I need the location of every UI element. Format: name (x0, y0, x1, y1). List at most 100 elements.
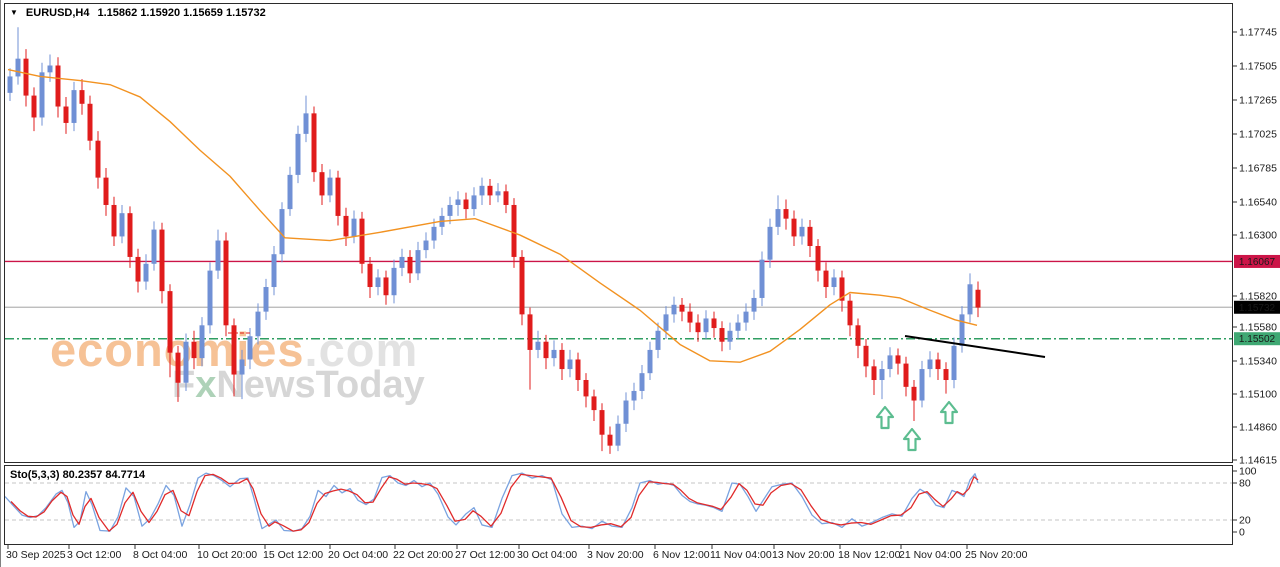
bull-candle (263, 287, 269, 312)
bear-candle (79, 90, 85, 104)
bull-candle (919, 369, 925, 401)
bull-candle (271, 254, 277, 288)
bear-candle (487, 185, 493, 196)
bull-candle (247, 336, 253, 360)
chart-title: ▼ EURUSD,H4 1.15862 1.15920 1.15659 1.15… (10, 7, 266, 19)
stoch-axis-label: 20 (1239, 515, 1251, 527)
price-axis-label: 1.16300 (1239, 230, 1277, 242)
time-axis-label: 3 Oct 12:00 (67, 549, 121, 561)
bull-candle (879, 369, 885, 381)
price-axis-label: 1.16785 (1239, 163, 1277, 175)
bull-candle (767, 226, 773, 260)
bear-candle (167, 291, 173, 353)
bull-candle (151, 229, 157, 264)
bull-candle (751, 297, 757, 312)
bull-candle (391, 267, 397, 296)
stochastic-pane[interactable] (5, 472, 1232, 532)
bear-candle (383, 277, 389, 296)
current-price-line-badge-text: 1.15732 (1239, 303, 1276, 314)
bear-candle (191, 341, 197, 359)
bull-candle (239, 359, 245, 375)
bear-candle (783, 209, 789, 219)
bear-candle (319, 172, 325, 196)
bear-candle (895, 355, 901, 364)
bull-candle (967, 284, 973, 315)
bull-candle (143, 263, 149, 282)
price-axis-label: 1.17505 (1239, 61, 1277, 73)
ma-line[interactable] (7, 68, 978, 363)
price-axis-label: 1.15100 (1239, 389, 1277, 401)
stoch-k-line (5, 472, 979, 532)
bear-candle (975, 289, 981, 308)
chart-ohlc-values: 1.15862 1.15920 1.15659 1.15732 (97, 7, 266, 19)
bull-candle (959, 314, 965, 346)
bear-candle (519, 256, 525, 315)
bear-candle (159, 229, 165, 292)
bull-candle (471, 195, 477, 210)
price-axis-label: 1.16540 (1239, 197, 1277, 209)
bull-candle (39, 72, 45, 118)
bull-candle (375, 277, 381, 288)
bull-candle (207, 270, 213, 326)
stoch-axis-label: 0 (1239, 527, 1245, 539)
price-axis-label: 1.15340 (1239, 356, 1277, 368)
price-axis-label: 1.14860 (1239, 422, 1277, 434)
time-axis-label: 13 Nov 20:00 (772, 549, 835, 561)
bull-candle (887, 355, 893, 370)
bull-candle (279, 209, 285, 255)
descending-trendline[interactable] (904, 335, 1046, 358)
bear-candle (527, 314, 533, 350)
bear-candle (711, 318, 717, 329)
up-arrow[interactable] (902, 427, 922, 452)
bear-candle (575, 359, 581, 381)
bull-candle (799, 226, 805, 237)
stoch-axis-label: 100 (1239, 466, 1257, 478)
bull-candle (71, 90, 77, 123)
indicator-pane-border (4, 465, 1233, 545)
bull-candle (399, 256, 405, 268)
bull-candle (671, 304, 677, 315)
bear-candle (407, 256, 413, 274)
chart-dropdown-icon[interactable]: ▼ (10, 8, 18, 17)
bear-candle (695, 322, 701, 333)
bear-candle (911, 386, 917, 401)
bear-candle (343, 215, 349, 237)
main-pane-border (4, 3, 1233, 463)
bull-candle (199, 325, 205, 359)
bull-candle (735, 322, 741, 331)
bear-candle (687, 311, 693, 323)
bull-candle (639, 373, 645, 391)
bull-candle (663, 314, 669, 331)
bear-candle (367, 263, 373, 288)
time-axis-label: 11 Nov 04:00 (710, 549, 772, 561)
bear-candle (503, 191, 509, 205)
support-line-badge (1234, 332, 1280, 346)
time-axis-label: 30 Sep 2025 (6, 549, 66, 561)
bear-candle (63, 106, 69, 123)
time-axis-label: 10 Oct 20:00 (197, 549, 257, 561)
bull-candle (727, 330, 733, 342)
time-axis-label: 3 Nov 20:00 (587, 549, 644, 561)
up-arrow[interactable] (875, 405, 895, 430)
bull-candle (415, 250, 421, 274)
bear-candle (943, 369, 949, 381)
candles-layer (7, 27, 981, 454)
bull-candle (7, 76, 13, 93)
bull-candle (567, 359, 573, 370)
bear-candle (463, 199, 469, 210)
bear-candle (31, 95, 37, 118)
up-arrow[interactable] (939, 400, 959, 425)
bear-candle (871, 366, 877, 381)
bear-candle (223, 240, 229, 326)
time-axis-label: 30 Oct 04:00 (517, 549, 577, 561)
main-pane[interactable] (5, 27, 1232, 454)
bear-candle (231, 325, 237, 375)
bull-candle (759, 259, 765, 298)
bull-candle (431, 226, 437, 241)
bear-candle (719, 328, 725, 342)
bear-candle (591, 396, 597, 411)
bull-candle (327, 177, 333, 196)
bull-candle (927, 359, 933, 370)
resistance-line-badge-text: 1.16067 (1239, 257, 1276, 268)
